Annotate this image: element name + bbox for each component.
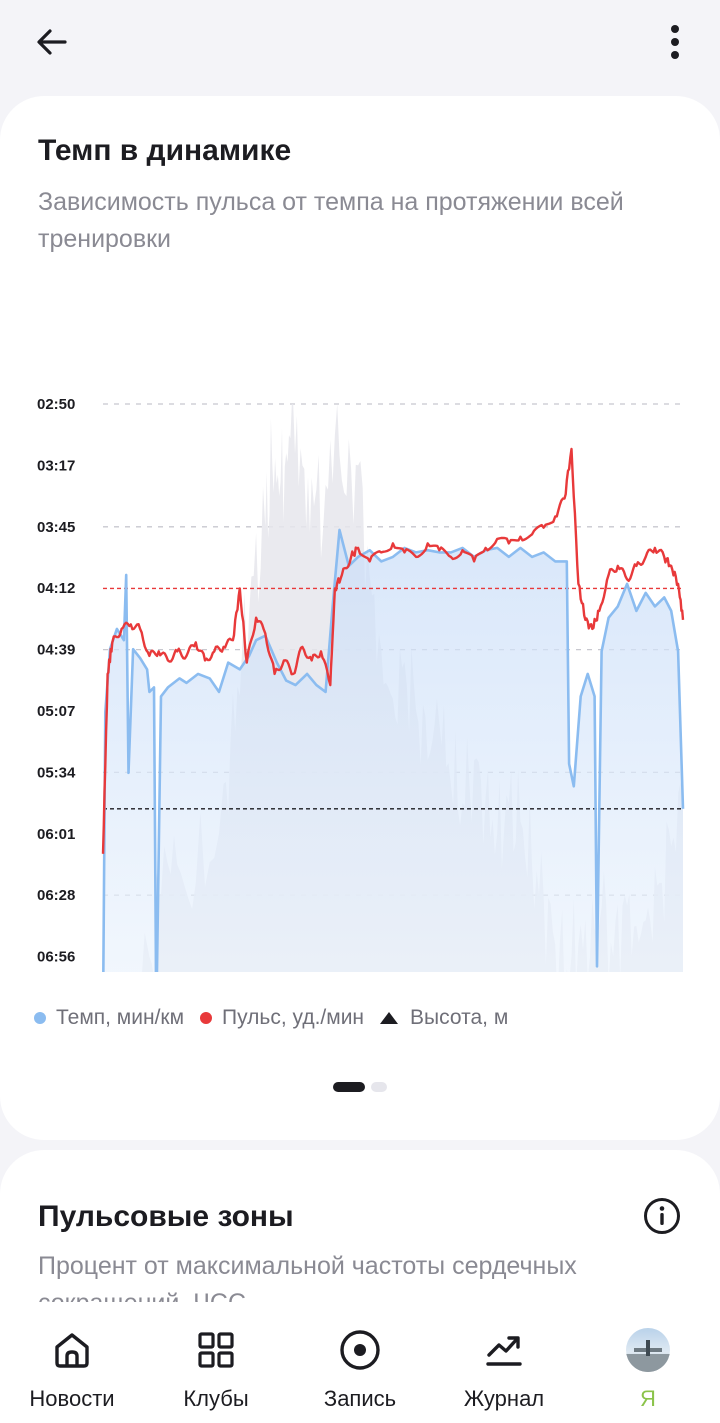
- trend-up-icon: [486, 1336, 522, 1366]
- y-tick-label: 06:28: [37, 887, 75, 904]
- more-vertical-icon: [671, 25, 679, 59]
- pace-line: [102, 528, 685, 972]
- y-tick-label: 04:12: [37, 580, 75, 597]
- top-bar: [0, 0, 720, 92]
- avatar: [626, 1328, 670, 1372]
- nav-news-icon-wrap: [50, 1328, 94, 1372]
- pace-area: [103, 529, 683, 972]
- zones-info-button[interactable]: [642, 1196, 682, 1236]
- y-tick-label: 02:50: [37, 396, 75, 413]
- y-tick-label: 04:39: [37, 642, 75, 659]
- zones-card-title: Пульсовые зоны: [38, 1200, 294, 1233]
- avatar-photo-icon: [626, 1340, 670, 1372]
- legend-item-altitude[interactable]: Высота, м: [380, 1006, 508, 1030]
- legend-altitude-label: Высота, м: [410, 1006, 509, 1029]
- y-tick-label: 06:56: [37, 949, 75, 966]
- back-button[interactable]: [28, 20, 76, 64]
- nav-profile-icon-wrap: [626, 1328, 670, 1372]
- legend-pace-dot: [34, 1012, 46, 1024]
- nav-item-clubs[interactable]: Клубы: [146, 1302, 286, 1423]
- y-tick-label: 06:01: [37, 826, 75, 843]
- legend-item-pace[interactable]: Темп, мин/км: [34, 1006, 184, 1030]
- pace-chart-svg: 02:50 03:17 03:45 04:12 04:39 05:07 05:34 06:01…: [37, 396, 685, 972]
- nav-item-news[interactable]: Новости: [2, 1302, 142, 1423]
- nav-clubs-label: Клубы: [183, 1386, 249, 1411]
- nav-journal-icon-wrap: [482, 1328, 526, 1372]
- chart-pager: [333, 1082, 387, 1092]
- pace-chart[interactable]: 02:50 03:17 03:45 04:12 04:39 05:07 05:34 06:01…: [0, 292, 720, 972]
- nav-journal-label: Журнал: [463, 1386, 545, 1411]
- y-tick-label: 05:07: [37, 703, 75, 720]
- legend-pace-label: Темп, мин/км: [56, 1006, 185, 1029]
- arrow-left-icon: [37, 29, 67, 55]
- legend-heart-rate-label: Пульс, уд./мин: [222, 1006, 365, 1029]
- legend-heart-rate-dot: [200, 1012, 213, 1024]
- nav-record-label: Запись: [323, 1386, 397, 1411]
- nav-item-journal[interactable]: Журнал: [434, 1302, 574, 1423]
- home-icon: [55, 1333, 89, 1368]
- nav-profile-label: Я: [640, 1386, 656, 1411]
- nav-record-icon-wrap: [338, 1328, 382, 1372]
- pager-dot[interactable]: [371, 1082, 387, 1092]
- pace-card-subtitle: Зависимость пульса от темпа на протяжени…: [38, 188, 624, 253]
- nav-item-record[interactable]: Запись: [290, 1302, 430, 1423]
- info-circle-icon: [644, 1198, 680, 1234]
- nav-clubs-icon-wrap: [194, 1328, 238, 1372]
- pace-dynamics-card: Темп в динамике Зависимость пульса от те…: [0, 96, 720, 1140]
- heart-rate-line: [101, 447, 685, 854]
- nav-item-profile[interactable]: Я: [578, 1302, 718, 1423]
- pager-dot-active[interactable]: [333, 1082, 365, 1092]
- pace-card-title: Темп в динамике: [38, 134, 292, 167]
- bottom-navigation: Новости Клубы Запись: [0, 1302, 720, 1423]
- legend-item-heart-rate[interactable]: Пульс, уд./мин: [200, 1006, 364, 1030]
- y-tick-label: 05:34: [37, 764, 76, 781]
- y-tick-label: 03:17: [37, 457, 75, 474]
- grid-icon: [198, 1332, 234, 1368]
- more-menu-button[interactable]: [652, 18, 698, 66]
- legend-altitude-triangle-icon: [380, 1012, 399, 1024]
- y-tick-label: 03:45: [37, 519, 75, 536]
- record-icon: [340, 1330, 380, 1370]
- nav-news-label: Новости: [29, 1386, 115, 1411]
- chart-legend: Темп, мин/км Пульс, уд./мин Высота, м: [34, 1006, 524, 1030]
